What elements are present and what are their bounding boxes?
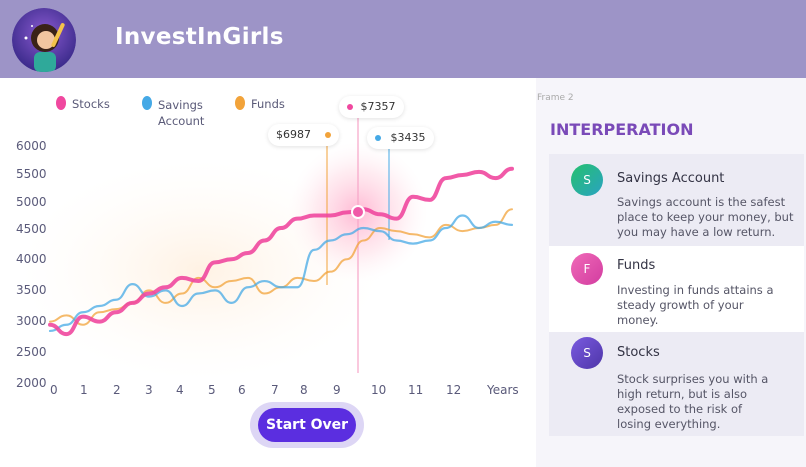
x-tick: 7	[271, 383, 279, 397]
x-tick-unit: Years	[487, 383, 519, 397]
x-tick: 11	[408, 383, 424, 397]
tooltip-savings: $3435	[367, 127, 434, 149]
x-tick: 0	[50, 383, 58, 397]
x-tick: 8	[300, 383, 308, 397]
legend-savings-label: Savings Account	[158, 97, 204, 129]
card-stocks: S Stocks Stock surprises you with a high…	[549, 332, 804, 436]
x-tick: 4	[176, 383, 184, 397]
card-funds-title: Funds	[617, 258, 656, 273]
x-tick: 9	[333, 383, 341, 397]
card-funds-desc-line: Investing in funds attains a	[617, 283, 774, 297]
y-tick: 5500	[16, 167, 47, 181]
y-tick: 4000	[16, 252, 47, 266]
x-tick: 3	[145, 383, 153, 397]
x-tick: 10	[371, 383, 387, 397]
app-title: InvestInGirls	[115, 24, 284, 50]
legend-savings-line1: Savings	[158, 98, 203, 112]
legend-stocks-dot	[56, 96, 66, 110]
savings-badge-icon: S	[571, 164, 603, 196]
focus-point	[351, 205, 365, 219]
card-stocks-desc-line: exposed to the risk of	[617, 402, 743, 416]
card-stocks-desc-line: Stock surprises you with a	[617, 372, 769, 386]
legend-savings-line2: Account	[158, 114, 205, 128]
tooltip-savings-dot	[375, 135, 381, 141]
card-savings-account: S Savings Account Savings account is the…	[549, 154, 804, 246]
card-savings-desc: Savings account is the safest place to k…	[617, 195, 797, 240]
tooltip-stocks: $7357	[339, 96, 404, 118]
panel-title: INTERPERATION	[550, 120, 694, 139]
card-savings-desc-line: you may have a low return.	[617, 225, 776, 239]
card-savings-desc-line: Savings account is the safest	[617, 195, 786, 209]
stocks-badge-icon: S	[571, 337, 603, 369]
card-funds-desc-line: money.	[617, 313, 659, 327]
card-savings-title: Savings Account	[617, 171, 725, 186]
series-line-stocks	[48, 166, 514, 337]
y-tick: 3500	[16, 283, 47, 297]
y-tick: 3000	[16, 314, 47, 328]
legend-stocks-label: Stocks	[72, 97, 110, 111]
x-tick: 1	[80, 383, 88, 397]
card-stocks-desc-line: high return, but is also	[617, 387, 748, 401]
x-tick: 12	[446, 383, 462, 397]
legend-savings-dot	[142, 96, 152, 110]
app-header: InvestInGirls	[0, 0, 806, 78]
start-over-button-ring: Start Over	[250, 402, 364, 448]
investment-line-chart	[20, 110, 514, 380]
avatar	[12, 8, 76, 72]
tooltip-stocks-value: $7357	[360, 100, 396, 113]
series-line-savings-account	[48, 214, 514, 333]
y-tick: 6000	[16, 139, 47, 153]
y-tick: 4500	[16, 222, 47, 236]
tooltip-stocks-dot	[347, 104, 353, 110]
legend-funds-label: Funds	[251, 97, 285, 111]
x-tick: 6	[238, 383, 246, 397]
y-tick: 2000	[16, 376, 47, 390]
frame-label: Frame 2	[537, 93, 574, 103]
start-over-button[interactable]: Start Over	[258, 408, 356, 442]
tooltip-funds-dot	[324, 132, 331, 138]
tooltip-funds-value: $6987	[276, 128, 311, 141]
card-savings-desc-line: place to keep your money, but	[617, 210, 794, 224]
card-funds-desc-line: steady growth of your	[617, 298, 744, 312]
x-tick: 5	[208, 383, 216, 397]
card-funds-desc: Investing in funds attains a steady grow…	[617, 283, 797, 328]
card-stocks-desc: Stock surprises you with a high return, …	[617, 372, 797, 432]
card-stocks-desc-line: losing everything.	[617, 417, 721, 431]
card-funds: F Funds Investing in funds attains a ste…	[549, 246, 804, 332]
card-stocks-title: Stocks	[617, 345, 660, 360]
tooltip-funds: $6987	[268, 124, 339, 146]
y-tick: 2500	[16, 345, 47, 359]
y-tick: 5000	[16, 195, 47, 209]
tooltip-savings-value: $3435	[390, 131, 426, 144]
legend-funds-dot	[235, 96, 245, 110]
x-tick: 2	[113, 383, 121, 397]
funds-badge-icon: F	[571, 253, 603, 285]
